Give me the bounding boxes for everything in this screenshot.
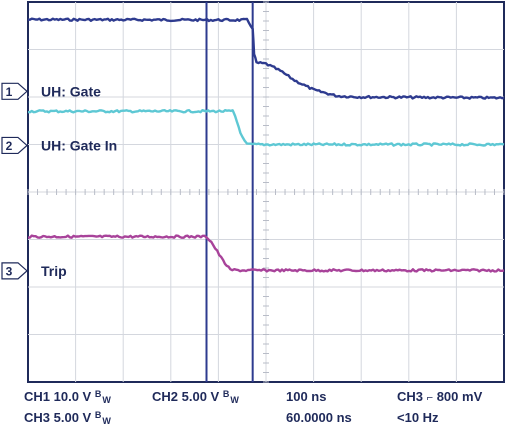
trace-label: UH: Gate In	[41, 137, 117, 153]
ch2-scale: CH2 5.00 V BW	[152, 389, 239, 405]
channel-marker-label: 2	[6, 139, 13, 153]
channel-marker-3: 3	[1, 262, 28, 280]
trigger-rate-readout: <10 Hz	[397, 410, 439, 425]
channel-markers: 1 2 3	[1, 82, 28, 280]
trace-label: Trip	[41, 263, 67, 279]
trigger-edge-icon: ⌐	[426, 392, 434, 404]
trigger-readout: CH3 ⌐ 800 mV	[397, 389, 483, 404]
waveform-traces	[27, 17, 505, 273]
ch1-scale: CH1 10.0 V BW	[24, 389, 111, 405]
time-cursors	[205, 2, 254, 382]
channel-marker-1: 1	[1, 82, 28, 100]
horizontal-position-readout: 60.0000 ns	[286, 410, 352, 425]
trace-1	[27, 17, 505, 100]
ch3-scale: CH3 5.00 V BW	[24, 410, 111, 426]
channel-marker-2: 2	[1, 136, 28, 155]
graticule	[27, 1, 505, 383]
channel-marker-label: 3	[6, 264, 13, 278]
trace-3	[28, 234, 505, 273]
trace-labels: UH: Gate UH: Gate In Trip	[41, 83, 117, 279]
trace-label: UH: Gate	[41, 83, 101, 99]
channel-marker-label: 1	[6, 85, 13, 99]
trace-2	[27, 108, 505, 147]
timebase-readout: 100 ns	[286, 389, 327, 404]
